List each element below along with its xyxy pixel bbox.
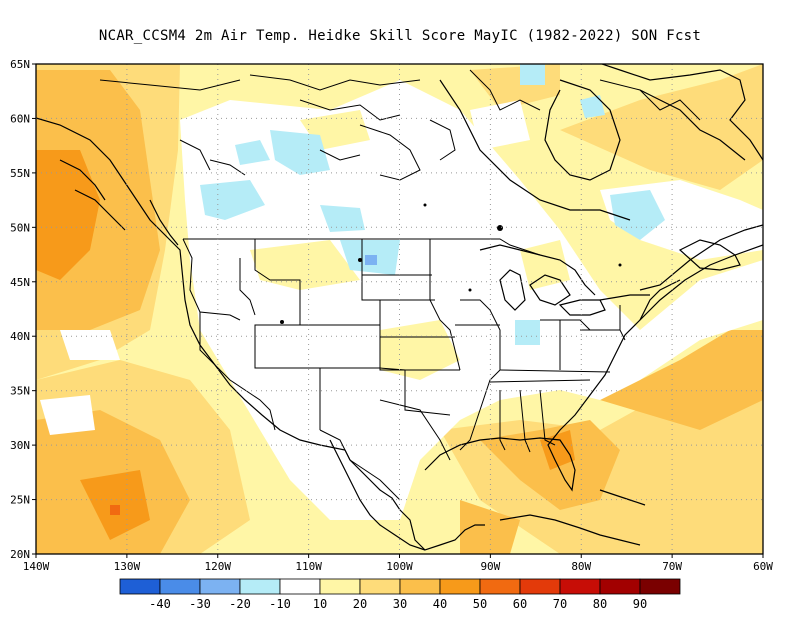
colorbar-swatch [119,578,161,595]
colorbar-swatch [399,578,441,595]
lon-tick-label: 110W [295,560,322,573]
colorbar-swatch [439,578,481,595]
skill-10-20-inner-regions [250,110,670,380]
colorbar-swatch [239,578,281,595]
arctic-island-outlines [99,69,701,181]
lat-tick-label: 50N [10,221,30,234]
lon-tick-label: 60W [753,560,773,573]
colorbar-label: 90 [633,597,647,611]
longitude-ticks: 140W 130W 120W 110W 100W 90W 80W 70W 60W [23,554,773,573]
lon-tick-label: 80W [571,560,591,573]
lat-tick-label: 60N [10,112,30,125]
colorbar-swatch [359,578,401,595]
colorbar-label: 60 [513,597,527,611]
lon-tick-label: 90W [480,560,500,573]
colorbar-label: -10 [269,597,291,611]
colorbar-label: 80 [593,597,607,611]
lon-tick-label: 140W [23,560,50,573]
latitude-ticks: 65N 60N 55N 50N 45N 40N 35N 30N 25N 20N [10,58,36,561]
lat-tick-label: 35N [10,385,30,398]
colorbar-label: -40 [149,597,171,611]
colorbar: -40 -30 -20 -10 10 20 30 40 50 60 70 80 90 [119,578,681,611]
colorbar-swatch [639,578,681,595]
lon-tick-label: 70W [662,560,682,573]
lat-tick-label: 40N [10,330,30,343]
lat-tick-label: 45N [10,276,30,289]
skill-minus-20-region [365,255,377,265]
lat-tick-label: 55N [10,167,30,180]
colorbar-swatch [479,578,521,595]
colorbar-swatch [559,578,601,595]
lat-tick-label: 30N [10,439,30,452]
map-title: NCAR_CCSM4 2m Air Temp. Heidke Skill Sco… [98,28,702,44]
lon-tick-label: 100W [386,560,413,573]
political-boundaries [182,238,626,501]
colorbar-swatch [319,578,361,595]
colorbar-label: 10 [313,597,327,611]
colorbar-label: 70 [553,597,567,611]
colorbar-swatch [599,578,641,595]
lon-tick-label: 130W [114,560,141,573]
skill-50-60-region [110,505,120,515]
colorbar-label: 40 [433,597,447,611]
small-lake-markers [280,203,622,324]
lon-tick-label: 120W [205,560,232,573]
coastlines [36,64,763,551]
colorbar-label: 20 [353,597,367,611]
lat-tick-label: 65N [10,58,30,71]
grid-lines [36,64,763,554]
skill-map [36,64,763,554]
colorbar-label: 30 [393,597,407,611]
lat-tick-label: 25N [10,494,30,507]
lat-tick-label: 20N [10,548,30,561]
colorbar-label: -30 [189,597,211,611]
colorbar-label: -20 [229,597,251,611]
colorbar-swatch [279,578,321,595]
colorbar-label: 50 [473,597,487,611]
colorbar-swatch [519,578,561,595]
colorbar-swatch [199,578,241,595]
colorbar-swatch [159,578,201,595]
